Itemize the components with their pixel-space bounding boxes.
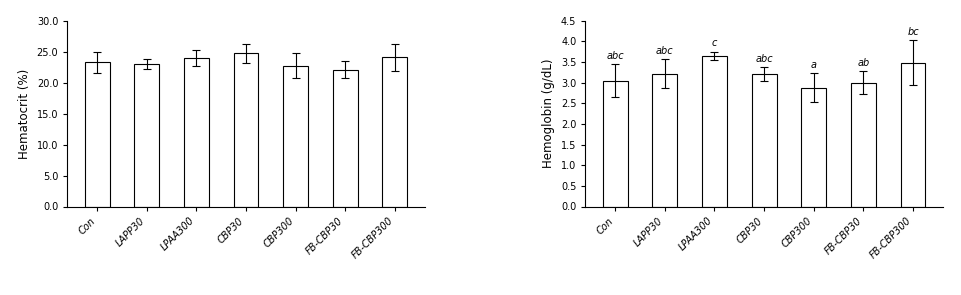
Bar — [234, 53, 259, 206]
Text: c: c — [711, 38, 716, 48]
Bar — [283, 66, 308, 206]
Bar — [751, 74, 776, 206]
Text: ab: ab — [856, 58, 869, 68]
Text: bc: bc — [906, 27, 918, 37]
Text: abc: abc — [605, 51, 624, 61]
Bar — [652, 73, 677, 206]
Text: abc: abc — [754, 54, 772, 64]
Y-axis label: Hematocrit (%): Hematocrit (%) — [18, 68, 31, 159]
Bar — [850, 83, 875, 206]
Bar — [382, 57, 407, 206]
Text: abc: abc — [655, 46, 673, 56]
Bar — [135, 64, 159, 206]
Text: a: a — [810, 60, 816, 70]
Bar — [184, 58, 209, 206]
Bar — [801, 88, 825, 206]
Y-axis label: Hemoglobin (g/dL): Hemoglobin (g/dL) — [542, 59, 554, 168]
Bar — [333, 70, 357, 206]
Bar — [899, 63, 924, 206]
Bar — [603, 81, 627, 206]
Bar — [85, 62, 110, 206]
Bar — [702, 56, 727, 206]
